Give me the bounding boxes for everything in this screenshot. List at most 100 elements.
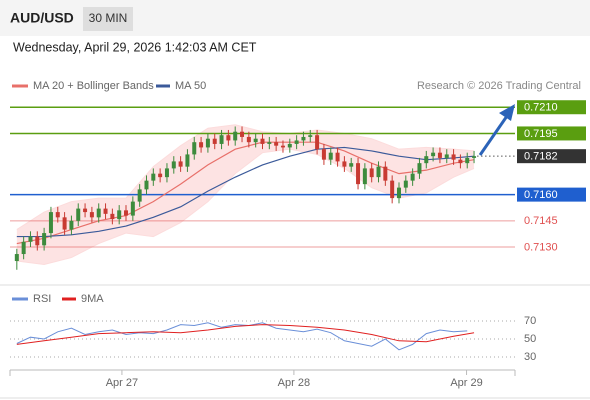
candle-body bbox=[417, 163, 422, 174]
candle-body bbox=[342, 161, 347, 167]
candle-body bbox=[369, 168, 374, 178]
candle-body bbox=[35, 236, 40, 246]
candle-body bbox=[253, 138, 258, 143]
legend-label: 9MA bbox=[81, 293, 104, 305]
level-label: 0.7195 bbox=[524, 128, 558, 140]
candle-body bbox=[308, 135, 313, 137]
forecast-arrow bbox=[478, 115, 509, 156]
y-tick-label: 30 bbox=[524, 351, 536, 363]
candle-body bbox=[226, 135, 231, 141]
candle-body bbox=[42, 233, 47, 246]
candle-body bbox=[144, 180, 149, 190]
y-tick-label: 50 bbox=[524, 333, 536, 345]
bollinger-lower bbox=[16, 148, 475, 266]
candle-body bbox=[110, 213, 115, 220]
candle-body bbox=[219, 135, 224, 144]
candle-body bbox=[164, 168, 169, 178]
candle-body bbox=[62, 217, 67, 230]
legend-label: MA 20 + Bollinger Bands bbox=[33, 80, 154, 92]
bollinger-upper bbox=[16, 124, 475, 230]
candle-body bbox=[83, 208, 88, 213]
candle-body bbox=[328, 152, 333, 160]
candle-body bbox=[192, 142, 197, 155]
candle-body bbox=[14, 254, 19, 262]
candle-body bbox=[69, 220, 74, 230]
legend-label: RSI bbox=[33, 293, 51, 305]
candle-body bbox=[437, 152, 442, 158]
candle-body bbox=[151, 173, 156, 181]
candle-body bbox=[444, 154, 449, 158]
candle-body bbox=[246, 136, 251, 143]
candle-body bbox=[335, 152, 340, 162]
candle-body bbox=[267, 142, 272, 144]
level-box bbox=[517, 100, 586, 115]
datetime: Wednesday, April 29, 2026 1:42:03 AM CET bbox=[13, 40, 257, 54]
candle-body bbox=[185, 154, 190, 167]
legend-label: MA 50 bbox=[175, 80, 206, 92]
candle-body bbox=[383, 166, 388, 181]
candle-body bbox=[315, 135, 320, 150]
candle-body bbox=[410, 173, 415, 181]
y-tick-label: 70 bbox=[524, 315, 536, 327]
candle-body bbox=[96, 208, 101, 218]
x-tick-label: Apr 27 bbox=[106, 377, 138, 389]
candle-body bbox=[76, 208, 81, 221]
level-label: 0.7210 bbox=[524, 102, 558, 114]
candle-body bbox=[280, 145, 285, 148]
level-box bbox=[517, 187, 586, 202]
candle-body bbox=[294, 140, 299, 144]
candle-body bbox=[103, 208, 108, 214]
level-label: 0.7182 bbox=[524, 151, 558, 163]
candle-body bbox=[396, 187, 401, 199]
candle-body bbox=[130, 201, 135, 216]
candle-body bbox=[48, 212, 53, 234]
candle-body bbox=[240, 131, 245, 137]
interval: 30 MIN bbox=[89, 11, 128, 25]
series-line bbox=[16, 322, 468, 351]
candle-body bbox=[349, 163, 354, 167]
candle-body bbox=[137, 189, 142, 202]
x-tick-label: Apr 28 bbox=[278, 377, 310, 389]
candle-body bbox=[431, 152, 436, 157]
candle-body bbox=[321, 149, 326, 160]
candle-body bbox=[451, 154, 456, 160]
source: Research © 2026 Trading Central bbox=[417, 80, 581, 92]
series-line bbox=[16, 324, 475, 345]
candle-body bbox=[212, 138, 217, 144]
candle-body bbox=[458, 159, 463, 164]
candle-body bbox=[287, 143, 292, 148]
price-box bbox=[517, 149, 586, 164]
bollinger-band bbox=[16, 124, 475, 265]
candle-body bbox=[178, 161, 183, 167]
candle-body bbox=[117, 210, 122, 220]
candle-body bbox=[465, 157, 470, 164]
candle-body bbox=[301, 136, 306, 141]
candle-body bbox=[55, 212, 60, 218]
candle-body bbox=[158, 173, 163, 178]
candle-body bbox=[89, 212, 94, 218]
symbol: AUD/USD bbox=[10, 10, 74, 26]
candle-body bbox=[171, 161, 176, 169]
forecast-arrowhead bbox=[499, 104, 515, 121]
candle-body bbox=[403, 180, 408, 188]
candle-body bbox=[390, 180, 395, 199]
candle-body bbox=[260, 138, 265, 144]
ma-50 bbox=[16, 146, 475, 238]
level-label: 0.7145 bbox=[524, 215, 558, 227]
level-label: 0.7160 bbox=[524, 189, 558, 201]
candle-body bbox=[205, 138, 210, 148]
level-label: 0.7130 bbox=[524, 241, 558, 253]
candle-body bbox=[199, 142, 204, 148]
candle-body bbox=[28, 236, 33, 242]
candle-body bbox=[424, 156, 429, 164]
interval-box bbox=[83, 7, 133, 31]
candle-body bbox=[233, 131, 238, 141]
candle-body bbox=[21, 241, 26, 255]
candle-body bbox=[124, 210, 129, 216]
candle-body bbox=[274, 142, 279, 146]
x-tick-label: Apr 29 bbox=[450, 377, 482, 389]
candle-body bbox=[472, 156, 477, 158]
candle-body bbox=[376, 166, 381, 178]
candle-body bbox=[356, 163, 361, 185]
